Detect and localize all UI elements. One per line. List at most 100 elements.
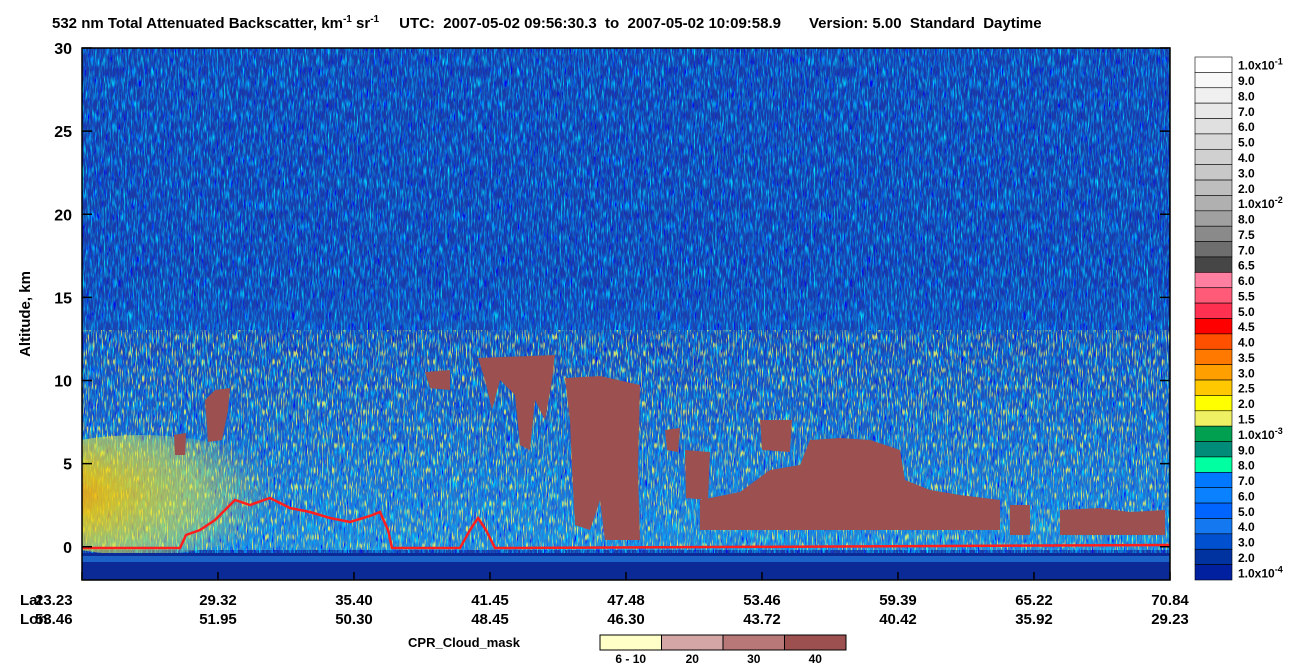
x-tick-label: 23.23 <box>35 592 73 609</box>
y-tick-label: 5 <box>63 457 72 474</box>
colorbar-label: 7.0 <box>1238 243 1255 257</box>
colorbar-label: 2.0 <box>1238 551 1255 565</box>
cloud-mask <box>174 355 1165 540</box>
colorbar-swatch <box>1194 502 1233 519</box>
x-tick-label: 47.48 <box>607 592 645 609</box>
x-tick-label: 59.39 <box>879 592 917 609</box>
x-tick-label: 35.40 <box>335 592 373 609</box>
colorbar-label: 9.0 <box>1238 74 1255 88</box>
colorbar-swatch <box>1194 333 1233 350</box>
cloud <box>1010 505 1030 535</box>
colorbar-swatch <box>1194 164 1233 181</box>
legend-label: 20 <box>686 652 700 666</box>
colorbar-label-text: 9.0 <box>1238 443 1255 457</box>
colorbar-swatch <box>1194 564 1233 581</box>
legend-swatch <box>722 634 785 651</box>
colorbar-label: 9.0 <box>1238 443 1255 457</box>
colorbar-swatch <box>1194 272 1233 289</box>
colorbar-label: 5.0 <box>1238 136 1255 150</box>
colorbar-label-text: 7.5 <box>1238 228 1255 242</box>
colorbar-swatch <box>1194 56 1233 73</box>
colorbar-label-text: 4.0 <box>1238 520 1255 534</box>
colorbar-swatch <box>1194 472 1233 489</box>
colorbar-label-text: 8.0 <box>1238 459 1255 473</box>
colorbar-label-text: 6.0 <box>1238 489 1255 503</box>
colorbar-label: 7.0 <box>1238 474 1255 488</box>
backscatter-image <box>82 48 1170 580</box>
chart-title: 532 nm Total Attenuated Backscatter, km-… <box>52 14 1042 32</box>
title-sup: -1 <box>343 14 352 25</box>
legend-title: CPR_Cloud_mask <box>408 635 521 650</box>
title-version: Version: 5.00 Standard Daytime <box>809 15 1042 32</box>
colorbar-label-text: 3.0 <box>1238 366 1255 380</box>
colorbar-label-text: 1.0x10 <box>1238 566 1275 580</box>
colorbar-label: 3.0 <box>1238 366 1255 380</box>
y-tick-label: 15 <box>54 290 72 307</box>
colorbar-label-text: 8.0 <box>1238 89 1255 103</box>
colorbar-swatch <box>1194 179 1233 196</box>
colorbar-label-text: 7.0 <box>1238 474 1255 488</box>
x-tick-label: 50.30 <box>335 611 373 628</box>
colorbar-label: 2.5 <box>1238 382 1255 396</box>
colorbar-label: 8.0 <box>1238 89 1255 103</box>
colorbar-label: 1.5 <box>1238 412 1255 426</box>
x-tick-label: 53.46 <box>743 592 781 609</box>
x-tick-label: 65.22 <box>1015 592 1053 609</box>
colorbar-label: 8.0 <box>1238 459 1255 473</box>
x-tick-label: 46.30 <box>607 611 645 628</box>
colorbar-swatch <box>1194 348 1233 365</box>
colorbar-label: 4.0 <box>1238 520 1255 534</box>
colorbar-label-sup: -2 <box>1275 195 1283 205</box>
colorbar-label-text: 5.0 <box>1238 136 1255 150</box>
colorbar-label: 7.0 <box>1238 105 1255 119</box>
colorbar-label-text: 3.0 <box>1238 166 1255 180</box>
colorbar-label: 6.0 <box>1238 274 1255 288</box>
colorbar-label-text: 2.0 <box>1238 397 1255 411</box>
legend-swatch <box>661 634 724 651</box>
legend-swatch <box>599 634 662 651</box>
cloud <box>174 433 186 455</box>
x-tick-label: 35.92 <box>1015 611 1053 628</box>
colorbar-label-text: 2.0 <box>1238 182 1255 196</box>
y-tick-label: 20 <box>54 207 72 224</box>
colorbar-swatch <box>1194 364 1233 381</box>
colorbar-swatch <box>1194 410 1233 427</box>
colorbar-swatch <box>1194 210 1233 227</box>
colorbar-label-text: 3.0 <box>1238 536 1255 550</box>
colorbar-label-text: 4.0 <box>1238 336 1255 350</box>
colorbar-label-text: 7.0 <box>1238 105 1255 119</box>
subsurface-band <box>82 556 1170 562</box>
colorbar-swatch <box>1194 256 1233 273</box>
x-tick-label: 29.32 <box>199 592 237 609</box>
colorbar-swatch <box>1194 225 1233 242</box>
x-tick-label: 43.72 <box>743 611 781 628</box>
colorbar-swatch <box>1194 395 1233 412</box>
colorbar-label: 1.0x10-1 <box>1238 57 1283 73</box>
cloud <box>478 355 555 450</box>
colorbar-label: 4.0 <box>1238 151 1255 165</box>
colorbar-swatch <box>1194 148 1233 165</box>
cloud <box>665 428 680 452</box>
colorbar-label: 1.0x10-3 <box>1238 426 1283 442</box>
colorbar-swatch <box>1194 241 1233 258</box>
colorbar-swatch <box>1194 533 1233 550</box>
y-tick-label: 25 <box>54 124 72 141</box>
cloud <box>700 438 1000 530</box>
cloud <box>760 420 792 452</box>
colorbar-swatch <box>1194 302 1233 319</box>
y-tick-label: 10 <box>54 374 72 391</box>
colorbar-label-text: 1.5 <box>1238 412 1255 426</box>
colorbar-label-text: 5.5 <box>1238 289 1255 303</box>
colorbar-swatch <box>1194 487 1233 504</box>
colorbar-label: 1.0x10-2 <box>1238 195 1283 211</box>
colorbar-label-text: 7.0 <box>1238 243 1255 257</box>
legend-label: 40 <box>809 652 823 666</box>
colorbar-swatch <box>1194 318 1233 335</box>
colorbar-label: 2.0 <box>1238 182 1255 196</box>
colorbar-label: 6.0 <box>1238 120 1255 134</box>
colorbar-label: 3.0 <box>1238 166 1255 180</box>
colorbar-label-text: 6.5 <box>1238 259 1255 273</box>
colorbar-label: 4.0 <box>1238 336 1255 350</box>
colorbar-label-text: 1.0x10 <box>1238 59 1275 73</box>
